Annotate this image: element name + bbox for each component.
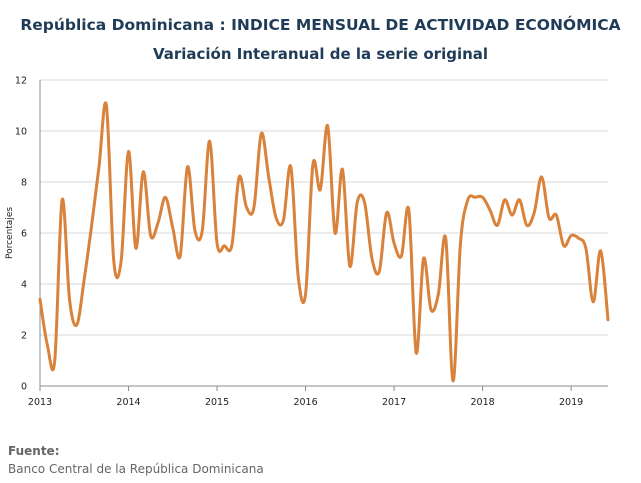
data-point	[134, 247, 137, 250]
data-point	[179, 254, 182, 257]
data-point	[356, 201, 359, 204]
data-point	[533, 211, 536, 214]
data-point	[466, 198, 469, 201]
data-point	[275, 216, 278, 219]
data-point	[488, 209, 491, 212]
data-point	[385, 211, 388, 214]
data-point	[252, 206, 255, 209]
x-tick-label: 2019	[559, 397, 583, 408]
data-point	[599, 249, 602, 252]
x-tick-label: 2015	[205, 397, 229, 408]
chart-subtitle: Variación Interanual de la serie origina…	[152, 45, 489, 63]
y-tick-label: 2	[21, 331, 27, 342]
data-point	[245, 206, 248, 209]
data-point	[208, 140, 211, 143]
data-point	[230, 244, 233, 247]
x-tick-label: 2017	[382, 397, 406, 408]
x-tick-label: 2014	[116, 397, 140, 408]
data-point	[46, 344, 49, 347]
data-point	[142, 170, 145, 173]
y-tick-label: 6	[21, 229, 27, 240]
data-point	[164, 196, 167, 199]
data-point	[555, 214, 558, 217]
line-chart: 0 2 4 6 8 10 12 2013 2014 2015 2016 2017 2018 2019 P…	[5, 76, 610, 408]
data-point	[304, 293, 307, 296]
data-point	[540, 175, 543, 178]
data-point	[415, 351, 418, 354]
data-point	[400, 254, 403, 257]
x-tick-label: 2016	[293, 397, 317, 408]
data-point	[311, 163, 314, 166]
data-point	[437, 293, 440, 296]
y-axis-label: Porcentajes	[5, 207, 15, 259]
source-text: Banco Central de la República Dominicana	[8, 462, 264, 476]
data-point	[452, 379, 455, 382]
data-point	[289, 165, 292, 168]
data-point	[112, 260, 115, 263]
data-point	[39, 298, 42, 301]
data-point	[149, 234, 152, 237]
data-point	[518, 198, 521, 201]
data-point	[201, 229, 204, 232]
x-tick-label: 2013	[28, 397, 52, 408]
y-tick-label: 0	[21, 382, 27, 393]
data-point	[348, 265, 351, 268]
data-point	[334, 232, 337, 235]
data-point	[363, 201, 366, 204]
data-point	[378, 270, 381, 273]
y-tick-label: 8	[21, 178, 27, 189]
data-point	[481, 196, 484, 199]
data-point	[577, 237, 580, 240]
data-point	[53, 359, 56, 362]
data-point	[592, 300, 595, 303]
source-label: Fuente:	[8, 444, 60, 458]
data-point	[90, 224, 93, 227]
data-point	[341, 168, 344, 171]
data-point	[75, 323, 78, 326]
data-point	[267, 175, 270, 178]
data-point	[511, 214, 514, 217]
y-tick-label: 4	[21, 280, 27, 291]
data-point	[474, 196, 477, 199]
data-point	[429, 308, 432, 311]
data-point	[393, 242, 396, 245]
data-point	[260, 132, 263, 135]
data-point	[120, 260, 123, 263]
data-point	[607, 318, 610, 321]
data-point	[282, 219, 285, 222]
y-tick-label: 10	[15, 127, 27, 138]
data-point	[370, 257, 373, 260]
data-point	[503, 198, 506, 201]
data-point	[407, 209, 410, 212]
data-point	[127, 150, 130, 153]
data-point	[547, 216, 550, 219]
series-line	[38, 101, 610, 383]
data-point	[238, 175, 241, 178]
data-point	[562, 244, 565, 247]
data-point	[422, 257, 425, 260]
data-point	[297, 275, 300, 278]
data-point	[570, 234, 573, 237]
data-point	[444, 237, 447, 240]
data-point	[319, 188, 322, 191]
data-point	[98, 165, 101, 168]
data-point	[193, 229, 196, 232]
data-point	[105, 104, 108, 107]
y-tick-label: 12	[15, 76, 27, 87]
data-point	[584, 247, 587, 250]
x-tick-label: 2018	[471, 397, 495, 408]
data-point	[216, 242, 219, 245]
data-point	[83, 277, 86, 280]
data-point	[186, 165, 189, 168]
data-point	[61, 198, 64, 201]
data-point	[496, 224, 499, 227]
data-point	[525, 224, 528, 227]
chart-title: República Dominicana : INDICE MENSUAL DE…	[20, 16, 621, 34]
data-point	[326, 124, 329, 127]
data-point	[459, 242, 462, 245]
data-point	[157, 221, 160, 224]
data-point	[171, 226, 174, 229]
data-point	[68, 298, 71, 301]
data-point	[223, 244, 226, 247]
